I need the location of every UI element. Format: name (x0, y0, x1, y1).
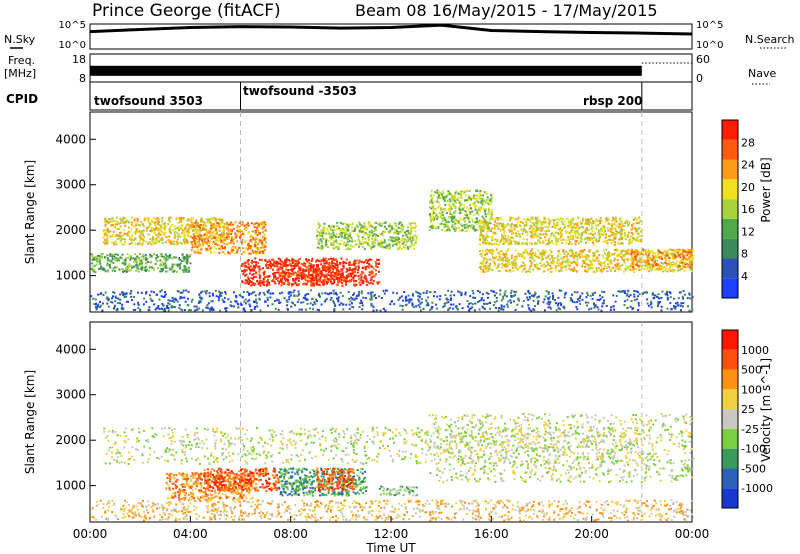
freq-tick-bottom: 8 (79, 72, 86, 85)
velocity-ytick-1: 4000 (55, 342, 86, 356)
velocity-colorbar-tick-6: -100 (741, 443, 766, 456)
nave-tick-bottom: 0 (696, 72, 703, 85)
velocity-colorbar-swatch-2 (722, 468, 738, 489)
velocity-ytick-3: 2000 (55, 433, 86, 447)
velocity-colorbar-tick-8: -1000 (741, 482, 773, 495)
power-colorbar-swatch-9 (722, 120, 738, 140)
velocity-colorbar-frame (721, 329, 739, 509)
freq-label-1: Freq. (8, 54, 35, 67)
power-colorbar-swatch-8 (722, 139, 738, 160)
power-colorbar-frame (721, 119, 739, 299)
power-colorbar-tick-5: 12 (741, 225, 755, 238)
velocity-blob-6 (378, 485, 418, 497)
power-colorbar-tick-6: 8 (741, 248, 748, 261)
time-tick-4: 12:00 (374, 527, 409, 541)
power-blob-10 (630, 248, 694, 269)
cpid-label: CPID (6, 92, 38, 106)
time-tick-5: 16:00 (474, 527, 509, 541)
station-title: Prince George (fitACF) (92, 1, 281, 21)
power-colorbar-tick-2: 24 (741, 159, 755, 172)
power-colorbar-title: Power [dB] (759, 157, 773, 222)
power-colorbar-swatch-3 (722, 238, 738, 259)
nsky-label: N.Sky (4, 33, 36, 46)
nsearch-tick-top: 10^5 (696, 20, 723, 31)
velocity-blob-8 (91, 499, 694, 522)
power-colorbar-swatch-7 (722, 159, 738, 180)
velocity-colorbar-tick-3: 100 (741, 383, 762, 396)
time-axis-label: Time UT (365, 541, 416, 554)
freq-label-2: [MHz] (4, 67, 36, 80)
velocity-colorbar-tick-2: 500 (741, 364, 762, 377)
power-ytick-2: 3000 (55, 178, 86, 192)
velocity-colorbar-swatch-5 (722, 409, 738, 429)
power-blob-4 (278, 262, 355, 283)
power-ytick-4: 1000 (55, 269, 86, 283)
power-blob-2 (190, 221, 267, 255)
nsky-tick-bottom: 10^0 (59, 40, 86, 51)
power-ytick-3: 2000 (55, 223, 86, 237)
velocity-colorbar-swatch-7 (722, 369, 738, 390)
power-ylabel: Slant Range [km] (23, 160, 37, 264)
power-colorbar-swatch-6 (722, 179, 738, 200)
power-blob-8 (478, 216, 644, 246)
power-blob-3 (240, 257, 381, 287)
velocity-colorbar-tick-7: -500 (741, 462, 766, 475)
time-tick-6: 20:00 (574, 527, 609, 541)
velocity-blob-7 (428, 413, 694, 484)
velocity-ytick-2: 3000 (55, 388, 86, 402)
nave-tick-top: 60 (696, 53, 710, 66)
velocity-colorbar-tick-1: 1000 (741, 344, 769, 357)
velocity-colorbar-swatch-3 (722, 448, 738, 469)
nsearch-tick-bottom: 10^0 (696, 40, 723, 51)
power-blob-5 (90, 253, 192, 274)
nsky-tick-top: 10^5 (59, 20, 86, 31)
time-tick-3: 08:00 (273, 527, 308, 541)
power-panel (89, 111, 693, 313)
power-blob-6 (315, 221, 418, 251)
velocity-blob-3 (203, 467, 280, 493)
velocity-colorbar-tick-4: 25 (741, 403, 755, 416)
freq-tick-top: 18 (72, 53, 86, 66)
power-blob-9 (478, 248, 694, 273)
nsearch-label: N.Search (745, 33, 795, 46)
velocity-ytick-4: 1000 (55, 479, 86, 493)
velocity-blob-5 (316, 467, 355, 492)
power-colorbar-swatch-5 (722, 199, 738, 219)
velocity-ylabel: Slant Range [km] (23, 370, 37, 474)
freq-block (90, 65, 642, 76)
power-colorbar-tick-1: 28 (741, 136, 755, 149)
cpid-segment-3: rbsp 200 (583, 94, 642, 108)
time-tick-1: 00:00 (73, 527, 108, 541)
power-colorbar-swatch-4 (722, 218, 738, 239)
cpid-panel (89, 81, 693, 111)
power-ytick-1: 4000 (55, 132, 86, 146)
nsky-panel (89, 23, 693, 50)
velocity-colorbar-tick-5: -25 (741, 423, 759, 436)
cpid-segment-1: twofsound 3503 (94, 94, 203, 108)
cpid-segment-2: twofsound -3503 (243, 84, 357, 98)
power-colorbar-tick-4: 16 (741, 203, 755, 216)
time-tick-7: 00:00 (675, 527, 710, 541)
nsky-line (89, 23, 693, 36)
velocity-blob-1 (103, 426, 644, 465)
velocity-colorbar-swatch-8 (722, 349, 738, 370)
power-colorbar-swatch-2 (722, 258, 738, 279)
nave-label: Nave (748, 67, 776, 80)
power-colorbar-swatch-1 (722, 278, 738, 298)
time-tick-2: 04:00 (173, 527, 208, 541)
power-colorbar-tick-3: 20 (741, 181, 755, 194)
velocity-colorbar-swatch-9 (722, 330, 738, 350)
power-colorbar-tick-7: 4 (741, 270, 748, 283)
velocity-colorbar-title: Velocity [m s^-1] (759, 358, 773, 462)
power-blob-11 (90, 289, 694, 312)
velocity-colorbar-swatch-4 (722, 428, 738, 449)
velocity-colorbar-swatch-1 (722, 488, 738, 508)
velocity-colorbar-swatch-6 (722, 389, 738, 410)
beam-date-title: Beam 08 16/May/2015 - 17/May/2015 (355, 1, 658, 20)
